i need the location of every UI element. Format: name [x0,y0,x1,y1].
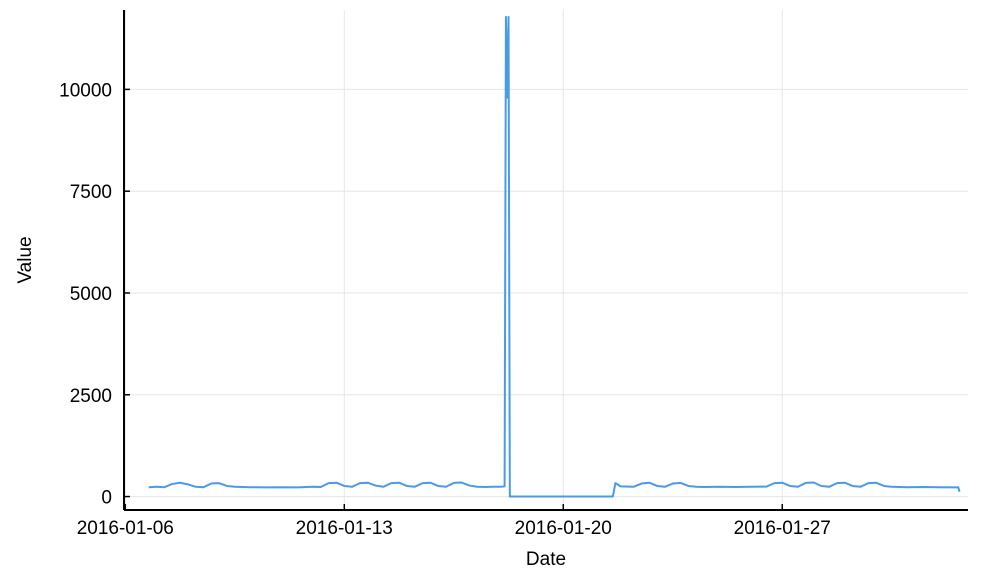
y-axis-title: Value [15,236,36,283]
y-tick-label: 5000 [70,284,112,305]
y-tick-label: 0 [101,488,112,509]
x-tick-label: 2016-01-27 [734,518,831,539]
x-tick-label: 2016-01-13 [296,518,393,539]
tick-labels: 0 2500 5000 7500 10000 2016-01-06 2016-01-13 20… [59,80,831,539]
axes [123,10,968,511]
x-tick-label: 2016-01-06 [77,518,174,539]
y-tick-label: 2500 [70,386,112,407]
x-tick-label: 2016-01-20 [515,518,612,539]
grid [124,10,968,510]
series-layer [148,15,961,498]
series-line-0 [148,15,961,498]
x-axis-title: Date [526,549,566,570]
y-tick-label: 10000 [59,80,112,101]
y-tick-label: 7500 [70,182,112,203]
